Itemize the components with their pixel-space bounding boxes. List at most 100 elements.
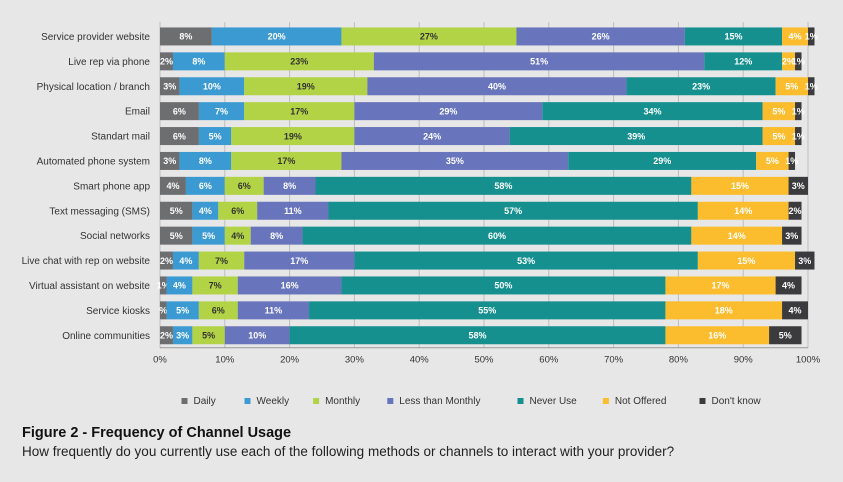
bar-segment <box>160 326 173 345</box>
data-label: 15% <box>724 32 742 42</box>
bar-segment <box>224 52 374 71</box>
bar-segment <box>231 127 355 146</box>
bar-segment <box>795 102 802 121</box>
x-tick-label: 90% <box>734 355 754 366</box>
data-label: 3% <box>163 156 176 166</box>
x-tick-label: 60% <box>539 355 559 366</box>
bar-segment <box>795 127 802 146</box>
bar-segment <box>160 276 167 295</box>
data-label: 7% <box>215 256 228 266</box>
bar-segment <box>237 276 342 295</box>
bar-segment <box>289 326 666 345</box>
bar-segment <box>665 301 783 320</box>
x-tick-label: 80% <box>669 355 689 366</box>
bar-segment <box>166 301 199 320</box>
bar-segment <box>788 151 796 170</box>
data-label: 5% <box>785 81 798 91</box>
bar-segment <box>782 27 808 46</box>
category-label: Smart phone app <box>73 181 150 192</box>
bar-segment <box>775 276 802 295</box>
legend-swatch <box>517 398 524 404</box>
x-tick-label: 70% <box>604 355 624 366</box>
bar-segment <box>198 127 232 146</box>
data-label: 4% <box>782 281 795 291</box>
data-label: 5% <box>202 231 215 241</box>
bar-segment <box>224 176 264 195</box>
data-label: 16% <box>281 281 299 291</box>
bar-segment <box>160 301 167 320</box>
data-label: 6% <box>173 131 186 141</box>
x-axis: 0% 10% 20% 30% 40% 50% 60% 70% 80% 90% 100% <box>153 347 821 366</box>
bar-segment <box>782 301 808 320</box>
data-label: 3% <box>792 181 805 191</box>
data-label: 58% <box>494 181 512 191</box>
bar-segment <box>516 27 685 46</box>
data-label: 8% <box>283 181 296 191</box>
bar-segment <box>315 176 692 195</box>
bar-segment <box>250 226 303 245</box>
data-label: 4% <box>179 256 192 266</box>
category-label: Physical location / branch <box>37 82 150 93</box>
data-label: 51% <box>530 57 548 67</box>
data-label: 6% <box>212 306 225 316</box>
bar-segment <box>237 301 310 320</box>
data-label: 3% <box>176 330 189 340</box>
data-label: 18% <box>715 306 733 316</box>
legend-label: Weekly <box>257 396 290 407</box>
x-tick-label: 20% <box>280 355 300 366</box>
data-label: 26% <box>592 32 610 42</box>
category-label: Standart mail <box>91 132 150 143</box>
bar-segment <box>192 201 219 220</box>
bar-segment <box>367 77 627 96</box>
data-label: 5% <box>772 131 785 141</box>
data-label: 5% <box>779 330 792 340</box>
data-label: 17% <box>712 281 730 291</box>
data-label: 29% <box>653 156 671 166</box>
figure-caption: Figure 2 - Frequency of Channel Usage Ho… <box>22 425 832 459</box>
bar-segment <box>160 226 193 245</box>
data-label: 11% <box>265 306 283 316</box>
data-label: 57% <box>504 206 522 216</box>
data-label: 24% <box>423 131 441 141</box>
x-tick-label: 30% <box>345 355 365 366</box>
data-label: 4% <box>166 181 179 191</box>
category-label: Social networks <box>80 231 150 242</box>
bar-segment <box>257 201 329 220</box>
bar-segment <box>302 226 692 245</box>
data-label: 6% <box>238 181 251 191</box>
data-label: 4% <box>199 206 212 216</box>
bar-segment <box>691 226 783 245</box>
data-label: 35% <box>446 156 464 166</box>
data-label: 19% <box>284 131 302 141</box>
bar-segment <box>160 27 212 46</box>
data-label: 6% <box>199 181 212 191</box>
legend-label: Monthly <box>325 396 360 407</box>
bar-segment <box>684 27 783 46</box>
bar-segment <box>795 52 802 71</box>
data-label: 23% <box>692 81 710 91</box>
category-label: Live chat with rep on website <box>22 256 151 267</box>
data-label: 7% <box>215 106 228 116</box>
data-label: 1% <box>792 106 805 116</box>
bar-segment <box>160 151 180 170</box>
legend-swatch <box>387 398 394 404</box>
legend: Daily Weekly Monthly Less than Monthly Never… <box>181 396 761 407</box>
bar-segment <box>542 102 763 121</box>
bar-segment <box>509 127 763 146</box>
data-label: 2% <box>160 330 173 340</box>
legend-swatch <box>699 398 706 404</box>
bar-segment <box>795 251 815 270</box>
data-label: 12% <box>734 57 752 67</box>
data-label: 10% <box>248 330 266 340</box>
bar-segment <box>224 226 251 245</box>
data-label: 60% <box>488 231 506 241</box>
bar-segment <box>244 102 355 121</box>
bar-segment <box>218 201 258 220</box>
data-label: 17% <box>290 256 308 266</box>
data-label: 16% <box>708 330 726 340</box>
data-label: 5% <box>766 156 779 166</box>
bar-segment <box>198 301 238 320</box>
data-label: 15% <box>731 181 749 191</box>
data-label: 1% <box>805 81 818 91</box>
